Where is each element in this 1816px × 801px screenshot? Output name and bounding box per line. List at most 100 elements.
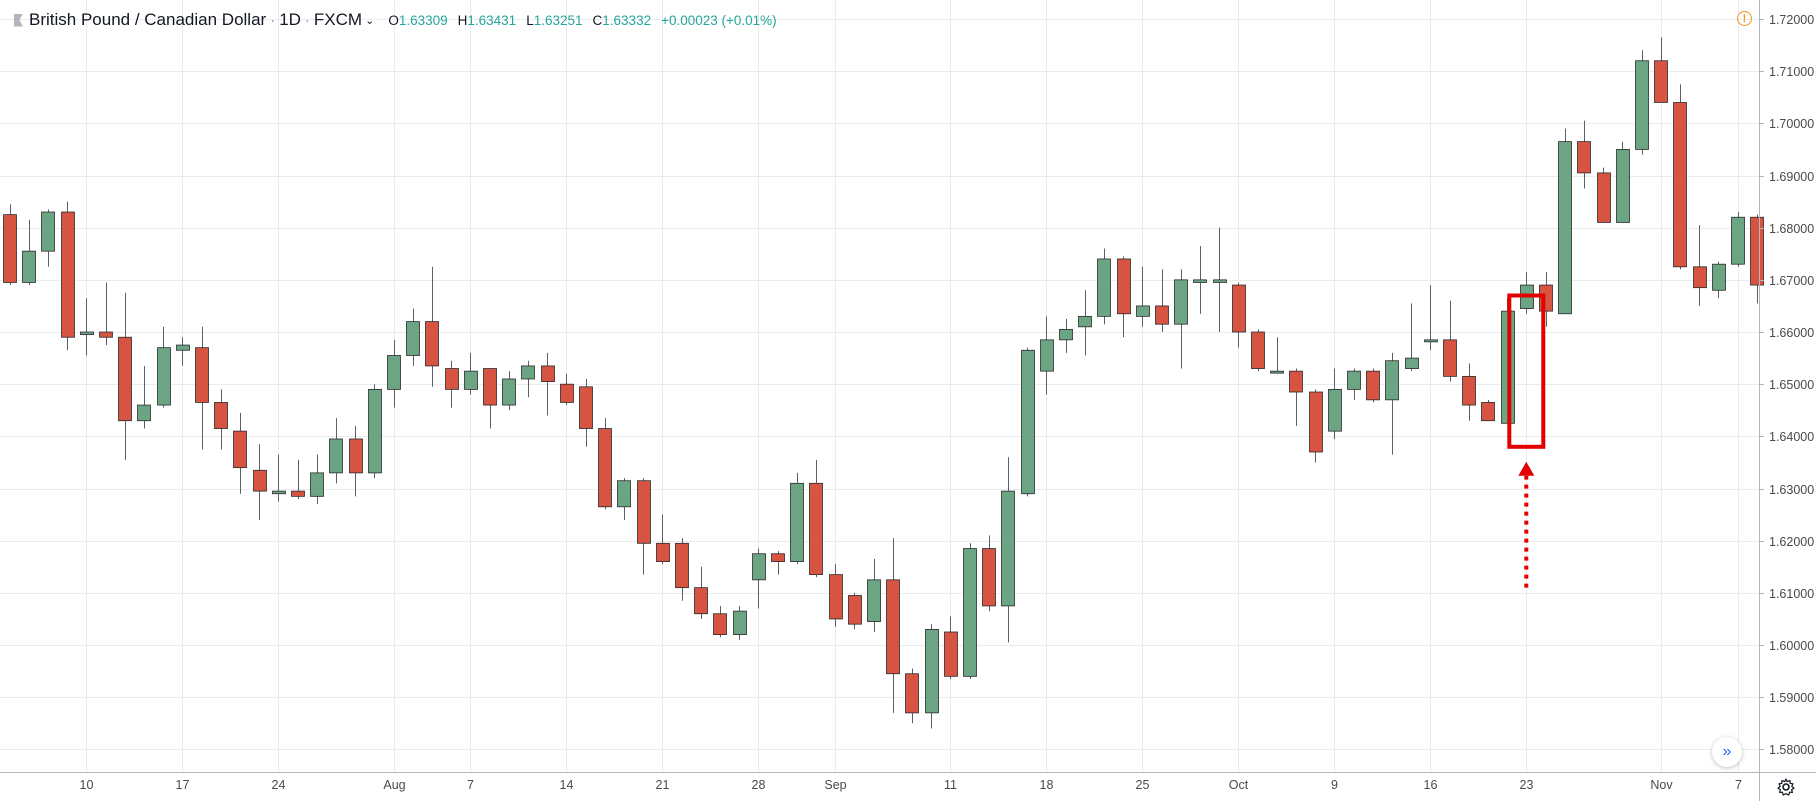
candle [521, 360, 535, 398]
x-tick-label: 21 [656, 778, 670, 792]
candle [1097, 248, 1111, 325]
candle-body-up [157, 347, 171, 406]
candle-body-up [41, 211, 55, 252]
candle [272, 454, 286, 502]
symbol-title[interactable]: British Pound / Canadian Dollar [29, 10, 267, 29]
candle-body-down [214, 402, 228, 429]
x-tick-label: 18 [1040, 778, 1054, 792]
x-tick-label: 7 [1735, 778, 1742, 792]
y-tick-label: 1.67000 [1769, 274, 1814, 288]
candle-body-down [848, 595, 862, 625]
candle [771, 551, 785, 575]
candle-body-up [502, 378, 516, 406]
candle [944, 616, 958, 679]
x-tick-label: 28 [752, 778, 766, 792]
source-label[interactable]: FXCM [313, 10, 363, 29]
candle-body-down [1443, 339, 1457, 377]
candle [925, 624, 939, 729]
candle [617, 478, 631, 520]
arrow-head [1518, 461, 1535, 476]
y-tick-label: 1.62000 [1769, 535, 1814, 549]
candle [349, 425, 363, 497]
candle [329, 418, 343, 484]
candle [752, 548, 766, 609]
x-tick-label: 11 [944, 778, 957, 792]
candle-body-down [61, 211, 75, 338]
candle-body-down [886, 579, 900, 675]
candle-body-down [3, 214, 17, 283]
candle [1558, 128, 1572, 315]
candle-body-up [387, 355, 401, 390]
candle-body-up [137, 404, 151, 422]
candle [1750, 214, 1764, 304]
x-tick-label: Aug [383, 778, 405, 792]
candle-body-up [1059, 329, 1073, 341]
candle [1213, 227, 1227, 333]
candle [1635, 50, 1649, 155]
candle [1289, 368, 1303, 426]
candle-body-down [233, 430, 247, 469]
candle [1059, 318, 1073, 353]
warning-icon[interactable]: ! [1737, 11, 1752, 26]
candle-body-up [1385, 360, 1399, 401]
candle-body-up [733, 610, 747, 636]
candle-body-up [1328, 389, 1342, 432]
y-tick-label: 1.63000 [1769, 483, 1814, 497]
candle-body-up [22, 250, 36, 283]
y-tick-label: 1.64000 [1769, 430, 1814, 444]
x-tick-label: Sep [824, 778, 846, 792]
candle [502, 371, 516, 411]
candle-body-up [1558, 141, 1572, 315]
candle [1654, 37, 1668, 103]
annotations [1507, 293, 1546, 588]
candle [1424, 285, 1438, 351]
y-tick-label: 1.65000 [1769, 378, 1814, 392]
candle [214, 389, 228, 450]
candle [1347, 368, 1361, 400]
candle-body-down [656, 542, 670, 562]
gear-icon[interactable] [1776, 777, 1796, 797]
candle [137, 365, 151, 429]
candle-body-down [1597, 172, 1611, 223]
candle-body-up [1405, 357, 1419, 369]
timeframe-label[interactable]: 1D [279, 10, 301, 29]
x-tick-label: 17 [176, 778, 190, 792]
candle [1328, 368, 1342, 439]
candle [195, 326, 209, 450]
candle [1270, 337, 1284, 374]
candle [1693, 225, 1707, 306]
y-tick-label: 1.66000 [1769, 326, 1814, 340]
candle-body-down [445, 368, 459, 390]
candle [1616, 141, 1630, 223]
candle-body-down [1117, 258, 1131, 315]
candle-body-down [1654, 60, 1668, 103]
candle-body-down [253, 469, 267, 492]
candle [1232, 282, 1246, 348]
candle [1366, 368, 1380, 403]
candle [867, 558, 881, 632]
candle-body-up [80, 331, 94, 336]
scroll-to-realtime-icon[interactable]: » [1712, 737, 1742, 767]
candle-body-down [598, 428, 612, 508]
candle-body-up [1712, 263, 1726, 291]
y-tick-label: 1.58000 [1769, 743, 1814, 757]
candle-body-up [1078, 315, 1092, 328]
y-tick-label: 1.69000 [1769, 170, 1814, 184]
candle [675, 538, 689, 601]
candle-body-down [809, 482, 823, 576]
candle-body-down [1462, 375, 1476, 406]
chevron-down-icon[interactable]: ⌄ [365, 14, 375, 27]
candle [963, 543, 977, 679]
candle [291, 459, 305, 499]
candle-body-down [944, 631, 958, 677]
candle-body-down [291, 490, 305, 497]
candle [41, 209, 55, 267]
x-tick-label: 9 [1331, 778, 1338, 792]
y-tick-label: 1.61000 [1769, 587, 1814, 601]
candle [406, 308, 420, 366]
candle [1021, 347, 1035, 497]
candle-body-down [1750, 216, 1764, 286]
candle-body-up [1193, 279, 1207, 283]
candle-body-up [1040, 339, 1054, 372]
